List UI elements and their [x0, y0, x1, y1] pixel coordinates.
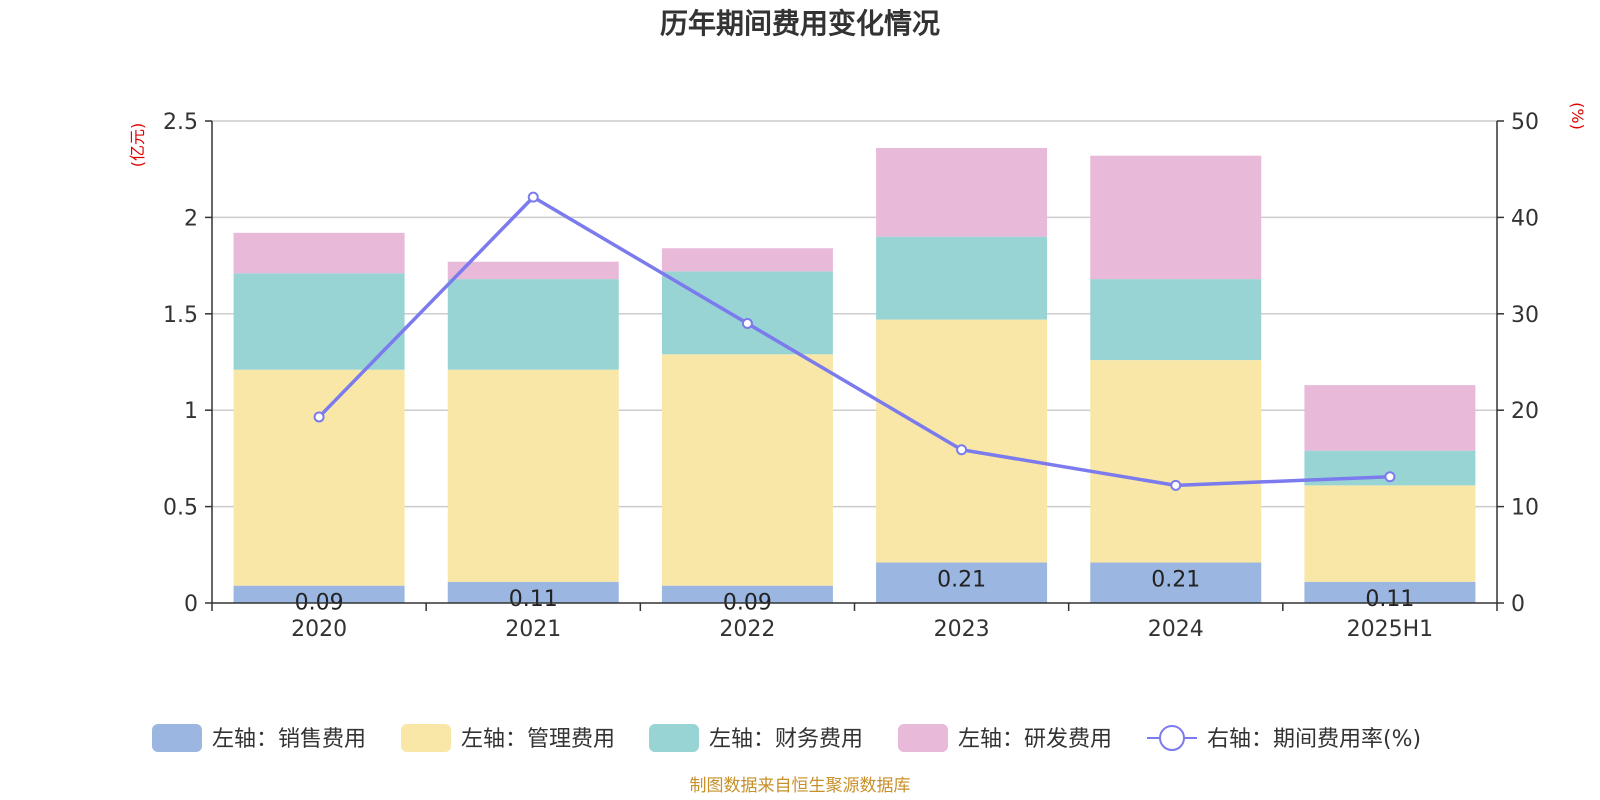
- bar-segment: [876, 319, 1048, 563]
- bar-segment: [447, 261, 619, 280]
- left-axis-tick-label: 2: [184, 206, 198, 231]
- bar-data-label: 0.21: [937, 568, 986, 593]
- bar-segment: [1304, 385, 1476, 451]
- legend-label: 左轴：销售费用: [212, 727, 366, 752]
- x-axis-tick-label: 2021: [505, 617, 561, 642]
- bar-segment: [447, 369, 619, 582]
- legend-label: 左轴：财务费用: [709, 727, 863, 752]
- bar-segment: [233, 369, 405, 586]
- bar-segment: [876, 147, 1048, 237]
- bar-segment: [233, 232, 405, 274]
- left-axis-tick-label: 2.5: [163, 110, 198, 135]
- legend-label: 左轴：研发费用: [958, 727, 1112, 752]
- bar-segment: [1304, 581, 1476, 603]
- rate-point: [1384, 471, 1396, 483]
- bar-segment: [876, 562, 1048, 603]
- x-axis-tick-label: 2022: [719, 617, 775, 642]
- bar-segment: [1090, 155, 1262, 280]
- legend-swatch: [401, 724, 451, 752]
- source-note: 制图数据来自恒生聚源数据库: [690, 776, 911, 796]
- legend-marker: [1159, 725, 1185, 751]
- right-axis-tick-label: 10: [1511, 496, 1539, 521]
- left-axis-tick-label: 0.5: [163, 496, 198, 521]
- right-axis-tick-label: 0: [1511, 592, 1525, 617]
- bar-data-label: 0.21: [1151, 568, 1200, 593]
- bar-segment: [447, 279, 619, 370]
- bar-segment: [876, 236, 1048, 320]
- bar-segment: [233, 585, 405, 603]
- bar-segment: [447, 581, 619, 603]
- line-series: [313, 191, 1396, 491]
- bar-segment: [1090, 562, 1262, 603]
- bar-segment: [661, 585, 833, 603]
- bar-segment: [1090, 360, 1262, 563]
- bar-data-label: 0.11: [509, 587, 558, 612]
- x-axis-tick-label: 2023: [934, 617, 990, 642]
- right-axis-tick-label: 50: [1511, 110, 1539, 135]
- legend-swatch: [898, 724, 948, 752]
- legend-swatch: [152, 724, 202, 752]
- legend-swatch: [649, 724, 699, 752]
- right-axis-tick-label: 30: [1511, 303, 1539, 328]
- left-axis-tick-label: 0: [184, 592, 198, 617]
- left-axis-tick-label: 1.5: [163, 303, 198, 328]
- rate-point: [741, 317, 753, 329]
- legend-label: 左轴：管理费用: [461, 727, 615, 752]
- bar-segment: [661, 271, 833, 355]
- x-axis-tick-label: 2020: [291, 617, 347, 642]
- right-axis-tick-label: 20: [1511, 399, 1539, 424]
- right-axis-tick-label: 40: [1511, 206, 1539, 231]
- x-axis-tick-label: 2025H1: [1347, 617, 1434, 642]
- bar-data-label: 0.11: [1365, 587, 1414, 612]
- bar-segment: [661, 354, 833, 586]
- right-axis-unit: (%): [1568, 102, 1587, 130]
- left-axis-tick-label: 1: [184, 399, 198, 424]
- x-axis-tick-label: 2024: [1148, 617, 1204, 642]
- grid-lines: [212, 120, 1497, 508]
- bars: [233, 147, 1476, 603]
- bar-segment: [1304, 485, 1476, 582]
- rate-point: [1170, 479, 1182, 491]
- legend-label: 右轴：期间费用率(%): [1207, 727, 1421, 752]
- bar-segment: [1090, 279, 1262, 361]
- rate-line: [317, 195, 1390, 488]
- bar-segment: [661, 248, 833, 272]
- chart-title: 历年期间费用变化情况: [660, 7, 940, 40]
- rate-point: [956, 444, 968, 456]
- axes: 0 0.5 1 1.5 2 2.5 0 10 20 30 40 50 2020 2021 2022 2023 2…: [163, 110, 1539, 642]
- rate-point: [313, 411, 325, 423]
- rate-point: [527, 191, 539, 203]
- left-axis-unit: (亿元): [128, 123, 147, 168]
- bar-segment: [233, 273, 405, 370]
- legend: 左轴：销售费用 左轴：管理费用 左轴：财务费用 左轴：研发费用 右轴：期间费用率(%): [152, 724, 1421, 752]
